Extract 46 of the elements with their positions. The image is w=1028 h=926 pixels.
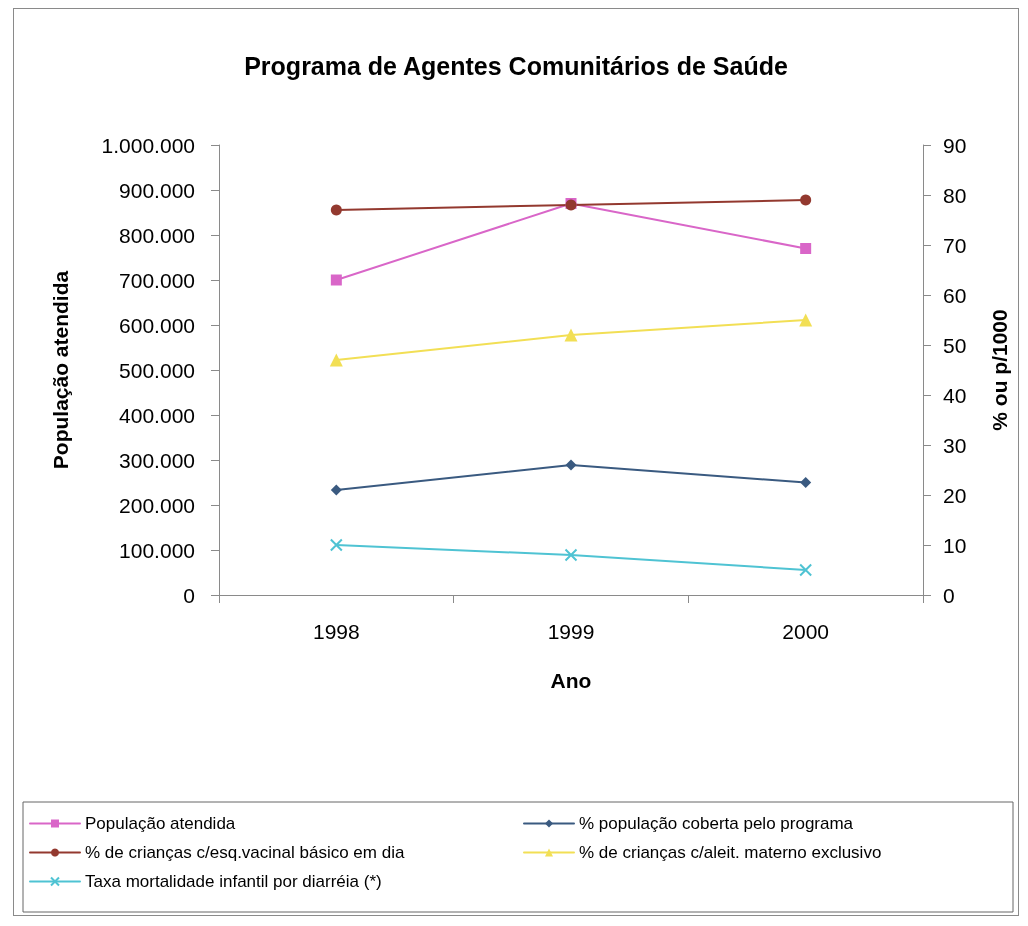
point [799, 313, 813, 327]
y2-tick-label: 70 [943, 233, 967, 257]
y2-tick-label: 0 [943, 583, 955, 607]
x-axis-title: Ano [550, 669, 592, 692]
point [330, 274, 342, 286]
y-tick-label: 400.000 [119, 403, 195, 427]
y-tick-label: 300.000 [119, 448, 195, 472]
point [799, 563, 813, 577]
chart-title: Programa de Agentes Comunitários de Saúde [244, 51, 788, 80]
y-tick-label: 500.000 [119, 358, 195, 382]
y2-tick-label: 50 [943, 333, 967, 357]
point [564, 548, 578, 562]
point [564, 328, 578, 342]
y2-tick-label: 30 [943, 433, 967, 457]
point [800, 477, 812, 488]
y2-tick-label: 20 [943, 483, 967, 507]
legend-label: % de crianças c/aleit. materno exclusivo [579, 843, 882, 862]
y-tick-label: 900.000 [119, 178, 195, 202]
y-tick-label: 1.000.000 [101, 133, 195, 157]
legend-label: População atendida [85, 814, 236, 833]
point [329, 353, 343, 367]
point [329, 538, 343, 552]
y-tick-label: 800.000 [119, 223, 195, 247]
y-tick-label: 200.000 [119, 493, 195, 517]
y2-axis-title: % ou p/1000 [988, 309, 1011, 431]
y2-tick-label: 80 [943, 183, 967, 207]
y-tick-label: 0 [183, 583, 195, 607]
legend-label: Taxa mortalidade infantil por diarréia (*) [85, 872, 382, 891]
y-axis-title: População atendida [49, 270, 72, 470]
y-tick-label: 700.000 [119, 268, 195, 292]
legend-label: % população coberta pelo programa [579, 814, 854, 833]
y2-tick-label: 40 [943, 383, 967, 407]
legend-label: % de crianças c/esq.vacinal básico em dia [85, 843, 405, 862]
point [800, 194, 812, 206]
point [800, 243, 812, 254]
x-tick-label: 2000 [782, 620, 830, 643]
y-tick-label: 600.000 [119, 313, 195, 337]
x-tick-label: 1998 [312, 620, 360, 643]
y2-tick-label: 90 [943, 133, 967, 157]
y2-tick-label: 60 [943, 283, 967, 307]
x-tick-label: 1999 [547, 620, 595, 643]
point [330, 204, 342, 216]
point [330, 484, 342, 496]
y2-tick-label: 10 [943, 533, 967, 557]
y-tick-label: 100.000 [119, 538, 195, 562]
point [565, 459, 577, 471]
